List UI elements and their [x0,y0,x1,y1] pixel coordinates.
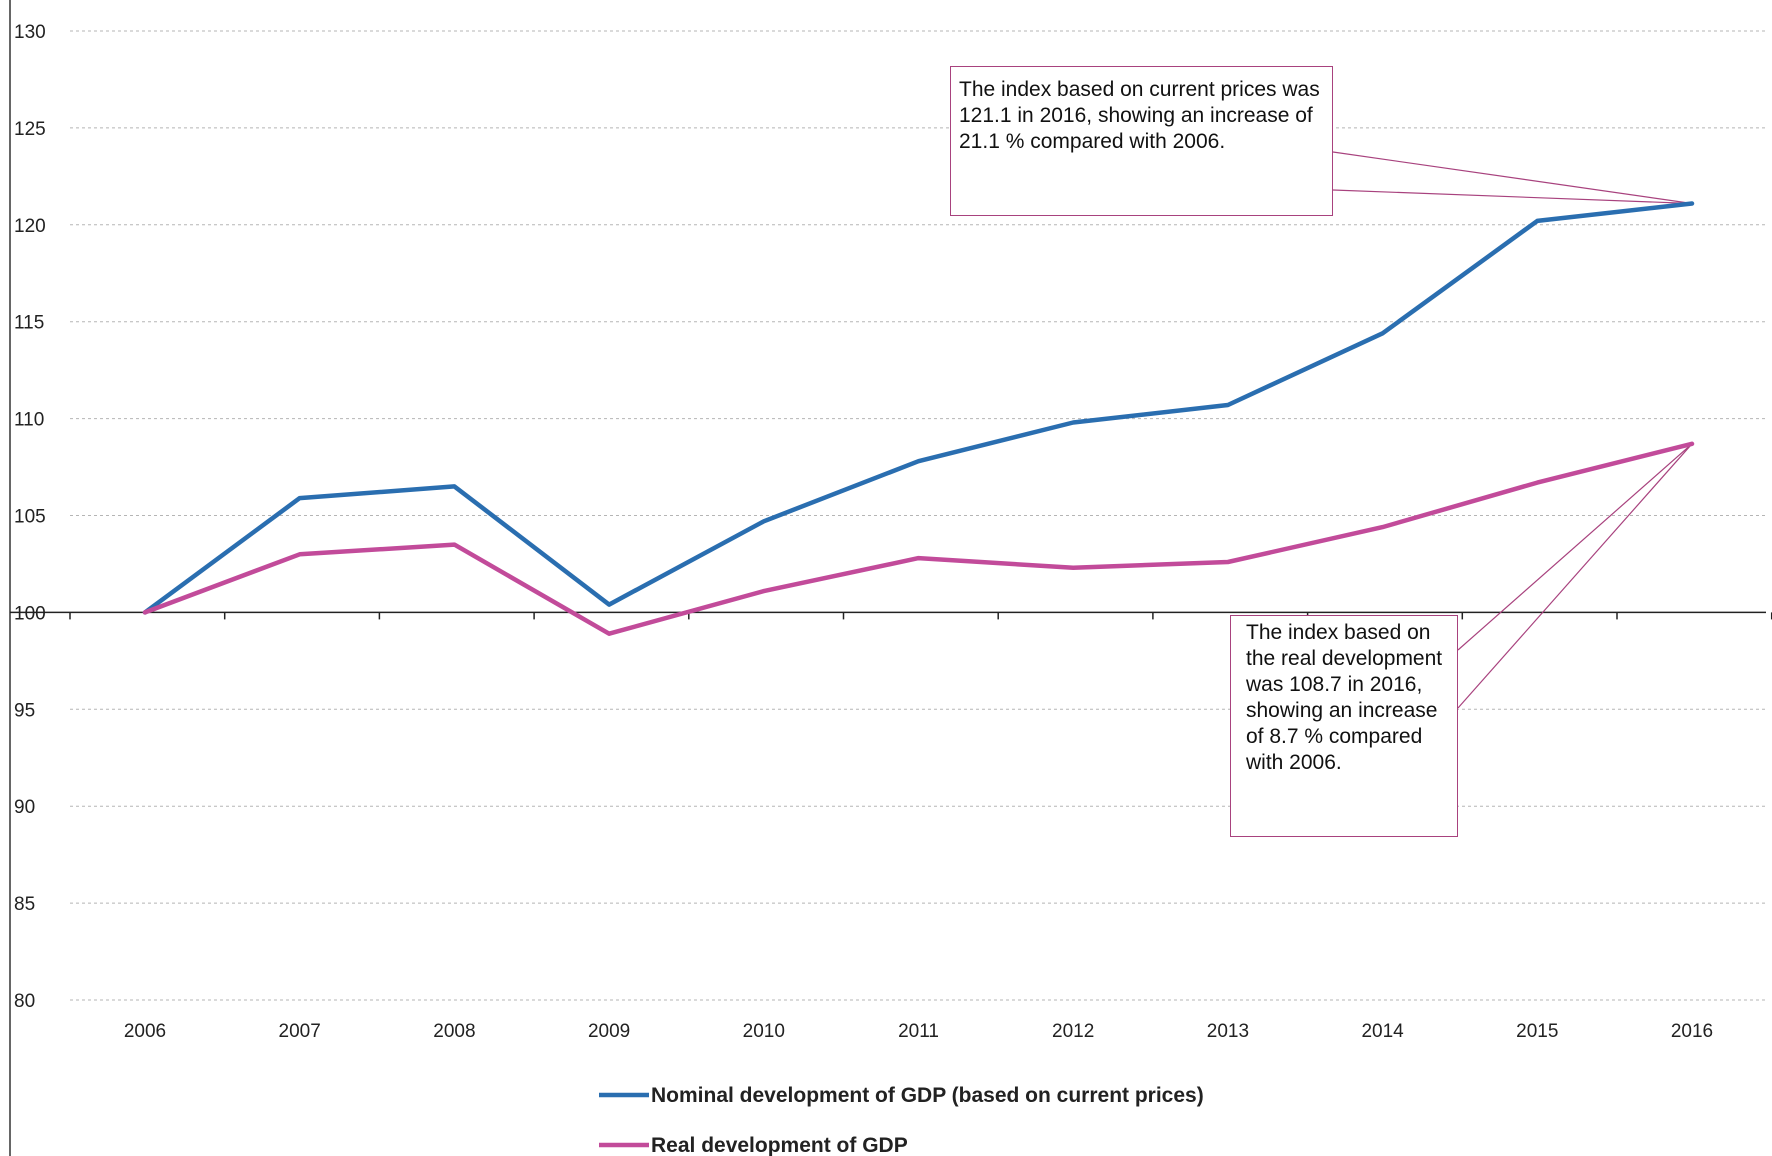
x-tick-label: 2015 [1516,1021,1558,1042]
y-tick-label: 110 [14,410,44,431]
annotation-leader [1332,151,1693,205]
x-axis [10,611,1772,620]
x-tick-label: 2011 [898,1021,939,1042]
x-tick-label: 2016 [1671,1021,1713,1042]
annotation-leader [1457,443,1693,709]
annotation-leader [1457,443,1693,651]
x-tick-label: 2012 [1052,1021,1094,1042]
series-lines [142,201,1695,636]
legend-label-real: Real development of GDP [651,1134,908,1156]
y-tick-label: 95 [14,700,35,721]
x-axis-tick-labels: 2006 2007 2008 2009 2010 2011 2012 2013 2014 2015… [124,1021,1713,1042]
annotation-nominal: The index based on current prices was 12… [950,66,1333,216]
x-tick-label: 2013 [1207,1021,1249,1042]
x-tick-label: 2014 [1361,1021,1404,1042]
legend: Nominal development of GDP (based on cur… [599,1084,1204,1156]
x-tick-label: 2007 [279,1021,321,1042]
y-tick-label: 105 [14,507,46,528]
series-line-nominal [142,201,1695,615]
y-tick-label: 85 [14,894,35,915]
y-tick-label: 120 [14,216,46,237]
y-tick-label: 130 [14,22,46,43]
y-axis-tick-labels: 80 85 90 95 100 105 110 115 120 125 130 [14,22,46,1012]
series-line-real [142,441,1695,636]
y-tick-label: 100 [14,603,46,624]
x-tick-label: 2006 [124,1021,166,1042]
y-tick-label: 115 [14,313,44,334]
x-tick-label: 2008 [433,1021,475,1042]
x-tick-label: 2009 [588,1021,630,1042]
gridlines [70,30,1766,1001]
y-tick-label: 90 [14,797,35,818]
x-tick-label: 2010 [743,1021,785,1042]
y-tick-label: 125 [14,119,46,140]
annotation-leaders [1332,151,1693,709]
annotation-real: The index based on the real development … [1230,615,1458,837]
legend-label-nominal: Nominal development of GDP (based on cur… [651,1084,1204,1107]
annotation-leader [1332,189,1693,205]
y-tick-label: 80 [14,991,35,1012]
